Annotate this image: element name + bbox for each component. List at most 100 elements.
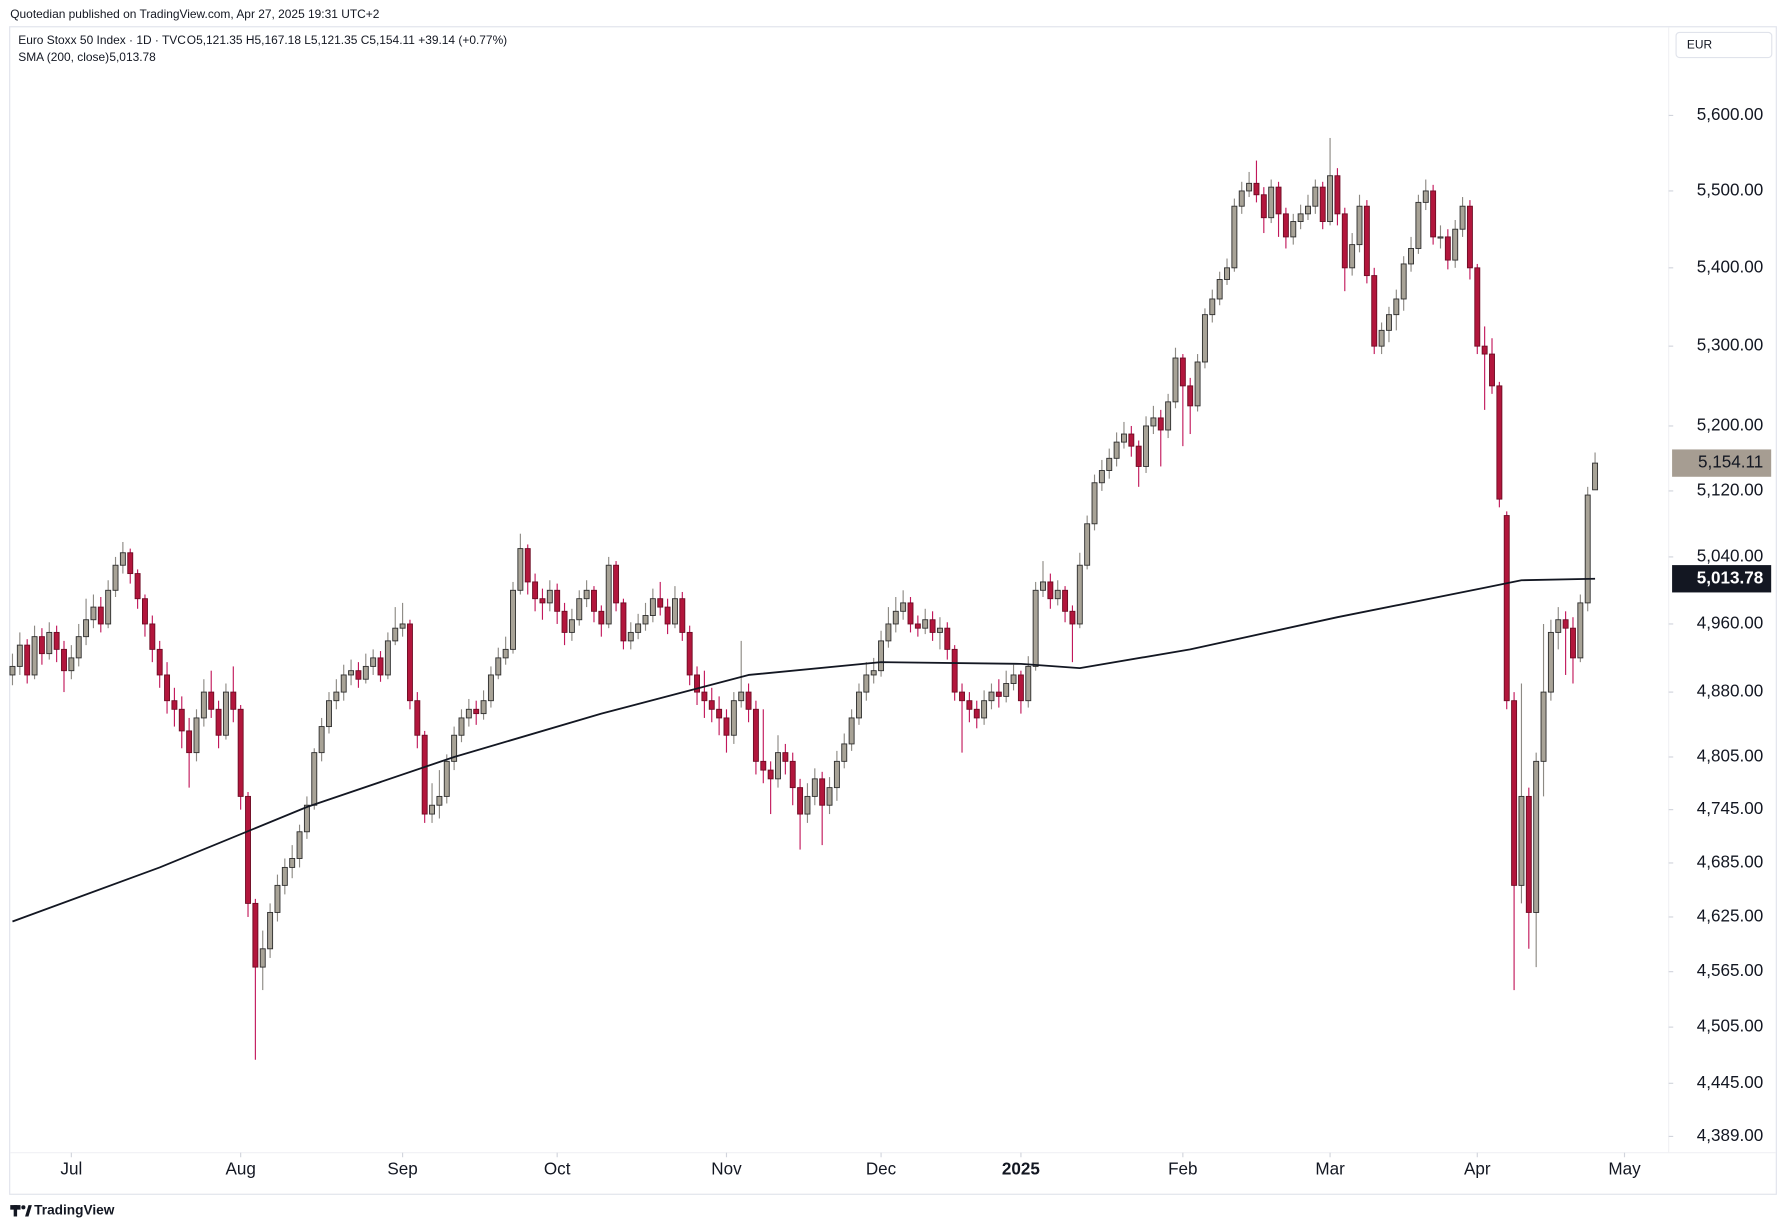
candle-up	[112, 564, 119, 591]
candle-down	[24, 644, 31, 676]
candle-up	[730, 700, 737, 736]
candle-up	[1121, 433, 1127, 443]
candle-down	[1511, 700, 1518, 886]
candle-down	[1319, 186, 1326, 222]
candle-up	[936, 627, 943, 633]
y-tick-label: 5,300.00	[1697, 336, 1763, 355]
candle-up	[1577, 602, 1584, 659]
y-tick-label: 5,120.00	[1697, 480, 1763, 499]
candle-up	[443, 760, 450, 797]
candle-down	[171, 700, 178, 710]
candle-up	[642, 615, 649, 625]
candle-down	[1430, 190, 1437, 238]
candle-up	[487, 674, 494, 702]
candle-down	[1253, 182, 1260, 196]
candle-up	[222, 691, 229, 736]
candle-up	[274, 884, 281, 913]
candle-up	[1143, 425, 1150, 467]
candle-down	[701, 691, 708, 702]
candle-down	[1135, 445, 1142, 467]
x-tick-label: May	[1608, 1159, 1641, 1178]
candle-up	[922, 619, 929, 629]
ohlc-legend: O5,121.35 H5,167.18 L5,121.35 C5,154.11 …	[187, 33, 507, 47]
candle-up	[259, 948, 266, 968]
candle-down	[421, 734, 428, 815]
candle-up	[436, 795, 443, 806]
candle-up	[1437, 236, 1444, 239]
candle-down	[613, 564, 620, 604]
candle-up	[1216, 279, 1223, 300]
x-tick-label: Nov	[711, 1159, 742, 1178]
candle-down	[532, 581, 539, 600]
candle-down	[819, 778, 826, 806]
candle-up	[1246, 182, 1253, 192]
candle-up	[1084, 523, 1091, 566]
y-tick-label: 4,745.00	[1697, 799, 1763, 818]
candle-down	[208, 691, 215, 710]
sma-line	[12, 577, 1596, 923]
candle-up	[1385, 314, 1392, 331]
candle-down	[406, 623, 413, 702]
candle-down	[1282, 213, 1289, 238]
candle-down	[951, 648, 958, 693]
candle-up	[988, 691, 995, 702]
candle-up	[303, 804, 310, 833]
candle-up	[1209, 298, 1216, 316]
candle-down	[215, 708, 222, 736]
candle-up	[1540, 691, 1547, 762]
candle-up	[1592, 462, 1599, 491]
candle-up	[1238, 190, 1245, 207]
y-tick-label: 5,600.00	[1697, 105, 1763, 124]
candle-down	[134, 573, 141, 600]
candle-up	[1400, 263, 1407, 300]
x-tick-label: Sep	[387, 1159, 417, 1178]
y-tick-label: 4,389.00	[1697, 1126, 1763, 1145]
y-tick-label: 4,960.00	[1697, 613, 1763, 632]
candle-down	[1128, 433, 1135, 447]
candles	[9, 137, 1599, 1060]
candle-up	[1393, 298, 1400, 316]
candle-down	[355, 670, 362, 680]
candle-down	[679, 598, 686, 633]
candle-down	[61, 648, 67, 672]
y-tick-label: 4,685.00	[1697, 852, 1763, 871]
candle-up	[370, 657, 377, 667]
candle-up	[568, 619, 575, 633]
candle-down	[1062, 589, 1069, 612]
candle-up	[1098, 470, 1105, 484]
candle-up	[627, 631, 634, 642]
candle-up	[1150, 417, 1157, 427]
sma-price-box	[1672, 565, 1772, 593]
candle-up	[1305, 205, 1311, 215]
currency-box[interactable]	[1675, 31, 1773, 59]
indicator-value: 5,013.78	[109, 50, 156, 64]
candle-down	[1157, 417, 1164, 431]
candle-down	[1371, 275, 1378, 347]
candle-up	[1452, 228, 1459, 261]
y-tick-label: 4,505.00	[1697, 1017, 1763, 1036]
candle-up	[1555, 619, 1562, 633]
candle-down	[1525, 795, 1532, 913]
candle-up	[583, 589, 590, 600]
candle-up	[892, 610, 899, 625]
candle-up	[1268, 186, 1275, 219]
candle-down	[554, 589, 561, 612]
y-tick-label: 5,500.00	[1697, 180, 1763, 199]
candle-up	[83, 619, 90, 638]
x-tick-label: 2025	[1002, 1159, 1040, 1178]
candle-up	[399, 623, 406, 629]
logo-dot	[21, 1205, 26, 1210]
candle-up	[1547, 631, 1554, 693]
y-tick-label: 4,880.00	[1697, 682, 1763, 701]
candle-up	[1533, 760, 1540, 913]
currency[interactable]: EUR	[1687, 38, 1713, 52]
candle-down	[1481, 345, 1488, 355]
frame	[9, 26, 1777, 1195]
candle-up	[635, 623, 642, 633]
candle-up	[1297, 213, 1304, 222]
y-tick-label: 5,400.00	[1697, 257, 1763, 276]
candle-down	[1503, 515, 1510, 702]
indicator-legend: SMA (200, close)	[18, 50, 109, 64]
candle-down	[230, 691, 237, 710]
